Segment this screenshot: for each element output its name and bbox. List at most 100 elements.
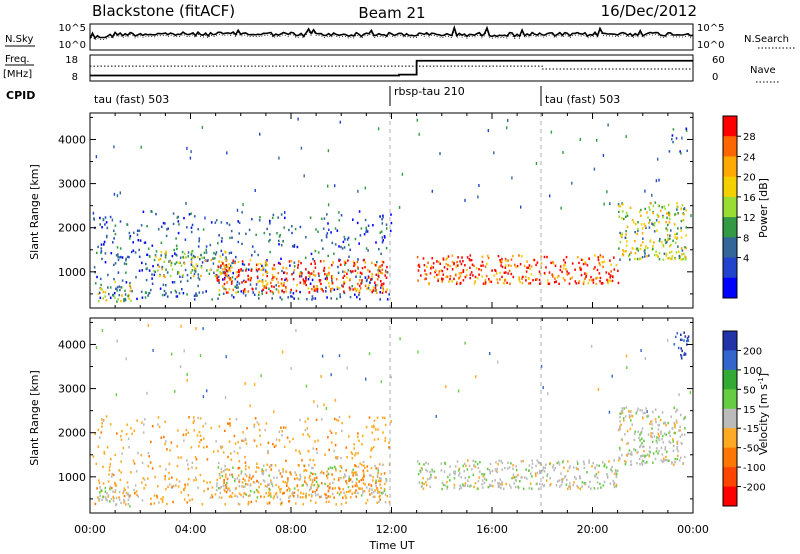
scatter-point xyxy=(120,501,122,505)
scatter-point xyxy=(539,462,542,465)
scatter-point xyxy=(582,282,585,286)
scatter-point xyxy=(269,222,271,225)
scatter-point xyxy=(654,408,657,411)
scatter-point xyxy=(371,277,373,281)
scatter-point xyxy=(674,236,676,239)
scatter-point xyxy=(313,477,316,480)
scatter-point xyxy=(569,485,571,488)
scatter-point xyxy=(384,423,387,427)
power-colorbar-frame xyxy=(722,115,738,299)
scatter-point xyxy=(504,258,507,261)
scatter-point xyxy=(426,470,429,473)
scatter-point xyxy=(158,258,160,262)
scatter-point xyxy=(137,451,139,455)
scatter-point xyxy=(163,289,166,293)
scatter-point xyxy=(357,282,359,286)
scatter-point xyxy=(339,258,341,262)
scatter-point xyxy=(221,237,223,240)
scatter-point xyxy=(330,431,333,435)
scatter-point xyxy=(241,439,243,442)
scatter-point xyxy=(549,194,551,198)
scatter-point xyxy=(309,282,312,285)
scatter-point xyxy=(631,453,633,456)
scatter-point xyxy=(282,266,284,269)
velocity-scatter xyxy=(92,323,692,508)
scatter-point xyxy=(595,282,598,286)
scatter-point xyxy=(195,458,198,461)
scatter-point xyxy=(262,472,265,476)
scatter-point xyxy=(646,255,648,258)
scatter-point xyxy=(379,298,381,301)
scatter-point xyxy=(352,474,354,477)
scatter-point xyxy=(199,354,202,357)
scatter-point xyxy=(114,481,116,485)
scatter-point xyxy=(305,268,307,271)
scatter-point xyxy=(193,479,195,482)
scatter-point xyxy=(330,231,332,234)
scatter-point xyxy=(238,460,241,463)
scatter-point xyxy=(603,260,606,263)
scatter-point xyxy=(251,287,254,290)
scatter-point xyxy=(225,486,227,489)
scatter-point xyxy=(378,500,380,504)
scatter-point xyxy=(625,233,627,236)
scatter-point xyxy=(289,291,292,294)
scatter-point xyxy=(193,294,196,297)
scatter-point xyxy=(265,492,267,495)
scatter-point xyxy=(327,184,329,188)
scatter-point xyxy=(504,264,507,267)
scatter-point xyxy=(625,229,627,233)
scatter-point xyxy=(281,289,284,292)
scatter-point xyxy=(417,472,420,476)
scatter-point xyxy=(315,480,318,483)
scatter-point xyxy=(376,489,379,492)
scatter-point xyxy=(399,337,401,341)
scatter-point xyxy=(575,477,577,480)
scatter-point xyxy=(676,232,678,235)
scatter-point xyxy=(315,476,318,480)
scatter-point xyxy=(293,491,296,495)
scatter-point xyxy=(339,295,342,299)
scatter-point xyxy=(464,341,466,345)
scatter-point xyxy=(515,475,518,478)
scatter-point xyxy=(96,275,98,279)
scatter-point xyxy=(290,288,292,292)
scatter-point xyxy=(309,216,312,219)
scatter-point xyxy=(685,209,687,212)
scatter-point xyxy=(618,456,620,459)
y-tick-label: 3000 xyxy=(58,383,86,396)
scatter-point xyxy=(364,276,367,279)
noise-left-label: N.Sky xyxy=(5,34,33,45)
scatter-point xyxy=(510,272,513,276)
scatter-point xyxy=(255,233,257,236)
scatter-point xyxy=(609,276,611,279)
scatter-point xyxy=(244,455,246,459)
scatter-point xyxy=(418,263,420,267)
scatter-point xyxy=(667,234,669,237)
scatter-point xyxy=(338,287,341,290)
scatter-point xyxy=(360,494,363,497)
scatter-point xyxy=(186,226,188,229)
scatter-point xyxy=(473,464,476,467)
scatter-point xyxy=(474,275,477,279)
scatter-point xyxy=(538,487,540,491)
scatter-point xyxy=(241,260,244,263)
scatter-point xyxy=(283,445,286,448)
scatter-point xyxy=(186,459,188,462)
scatter-point xyxy=(146,391,148,395)
scatter-point xyxy=(273,263,275,267)
scatter-point xyxy=(642,445,644,449)
scatter-point xyxy=(669,234,671,237)
scatter-point xyxy=(376,278,379,281)
scatter-point xyxy=(477,195,479,199)
scatter-point xyxy=(566,487,569,491)
scatter-point xyxy=(281,298,283,301)
scatter-point xyxy=(272,292,275,295)
scatter-point xyxy=(590,344,593,348)
x-tick-label: 08:00 xyxy=(275,523,307,536)
scatter-point xyxy=(609,259,611,262)
scatter-point xyxy=(529,282,532,285)
scatter-point xyxy=(666,229,669,232)
scatter-point xyxy=(432,262,435,265)
scatter-point xyxy=(638,436,640,440)
